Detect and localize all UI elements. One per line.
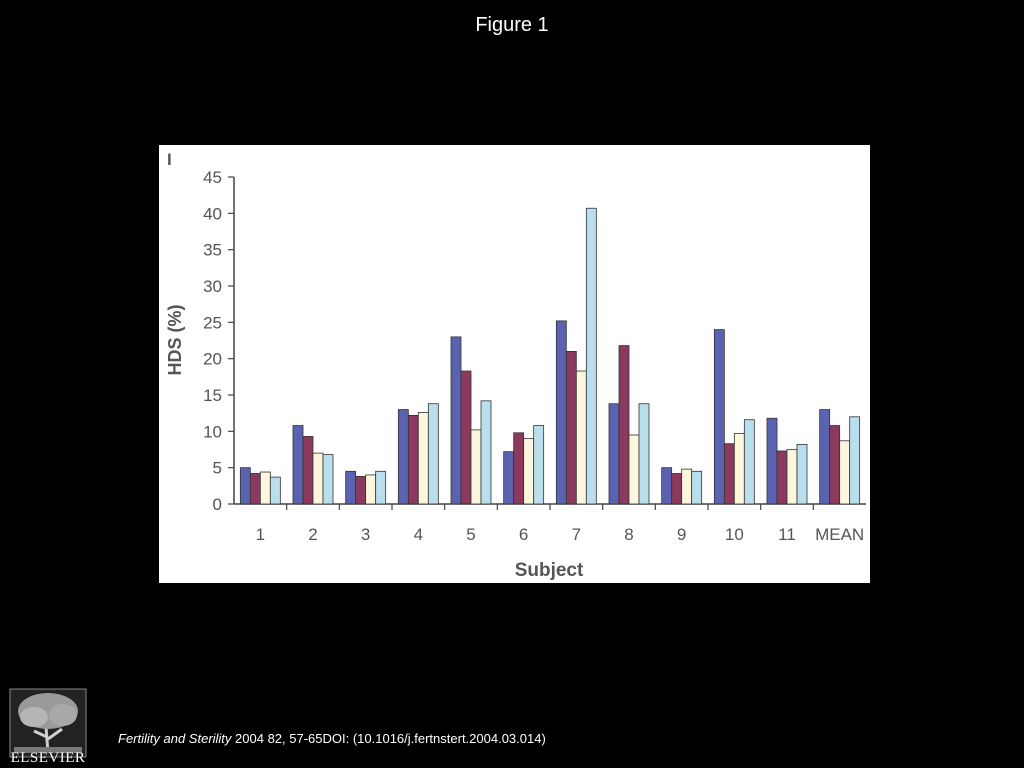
y-tick-label: 30 — [203, 277, 222, 296]
bar — [427, 403, 439, 505]
bar — [322, 454, 334, 505]
bar — [628, 434, 640, 505]
citation-details: 2004 82, 57-65DOI: (10.1016/j.fertnstert… — [231, 731, 546, 746]
bar — [417, 412, 429, 505]
y-tick-label: 40 — [203, 204, 222, 223]
bar — [638, 403, 650, 505]
bar — [523, 438, 535, 505]
chart-axes — [228, 176, 866, 510]
x-tick-label: MEAN — [815, 525, 864, 544]
elsevier-tree-logo — [9, 688, 87, 758]
bar — [397, 409, 409, 505]
bar — [269, 476, 281, 505]
bar — [829, 425, 841, 505]
y-tick-label: 10 — [203, 422, 222, 441]
bar — [661, 467, 673, 505]
bar — [618, 345, 630, 505]
x-tick-label: 8 — [624, 525, 633, 544]
x-tick-label: 4 — [414, 525, 423, 544]
bar — [849, 416, 861, 505]
bar — [513, 432, 525, 505]
bar — [681, 468, 693, 505]
bar — [565, 350, 577, 505]
bar — [766, 417, 778, 505]
bar — [503, 451, 515, 505]
x-tick-label: 1 — [256, 525, 265, 544]
y-tick-label: 5 — [213, 459, 222, 478]
bar — [839, 440, 851, 505]
x-tick-label: 5 — [466, 525, 475, 544]
bar — [292, 425, 304, 505]
bar — [470, 429, 482, 505]
bar — [533, 425, 545, 505]
bar — [819, 409, 831, 505]
bar — [796, 444, 808, 505]
bar — [259, 471, 271, 505]
bar — [480, 400, 492, 505]
citation: Fertility and Sterility 2004 82, 57-65DO… — [118, 731, 546, 746]
y-tick-label: 20 — [203, 350, 222, 369]
y-tick-label: 25 — [203, 313, 222, 332]
slide-title: Figure 1 — [475, 14, 549, 36]
panel-label: I — [167, 150, 172, 169]
bar — [302, 436, 314, 505]
y-axis-tick-labels: 0 5 10 15 20 25 30 35 40 45 — [203, 168, 222, 514]
bar — [345, 470, 357, 505]
bar — [365, 474, 377, 505]
x-tick-label: 10 — [725, 525, 744, 544]
bar — [743, 419, 755, 505]
bar — [585, 207, 597, 505]
x-tick-label: 2 — [308, 525, 317, 544]
chart-panel: I 0 5 10 15 20 25 30 35 40 45 1 2 3 4 5 6 7 8 9 10 11 MEAN H… — [159, 145, 870, 583]
x-tick-label: 9 — [677, 525, 686, 544]
x-tick-label: 11 — [778, 525, 796, 544]
bar — [450, 336, 462, 505]
chart-bars — [239, 207, 861, 505]
bar — [555, 320, 567, 505]
x-tick-label: 6 — [519, 525, 528, 544]
citation-journal: Fertility and Sterility — [118, 731, 232, 746]
bar — [375, 470, 387, 505]
bar — [691, 470, 703, 505]
bar — [355, 475, 367, 505]
x-tick-label: 3 — [361, 525, 370, 544]
y-axis-label: HDS (%) — [165, 304, 185, 375]
y-tick-label: 0 — [213, 495, 222, 514]
bar — [239, 467, 251, 505]
bar — [723, 443, 735, 505]
x-axis-label: Subject — [515, 560, 584, 581]
bar — [407, 414, 419, 505]
bar — [460, 370, 472, 505]
bar — [249, 473, 261, 505]
y-tick-label: 15 — [203, 386, 222, 405]
elsevier-wordmark: ELSEVIER — [10, 750, 86, 766]
bar — [312, 452, 324, 505]
x-tick-label: 7 — [572, 525, 581, 544]
bar — [786, 449, 798, 505]
bar — [713, 329, 725, 505]
x-axis-tick-labels: 1 2 3 4 5 6 7 8 9 10 11 MEAN — [256, 525, 865, 544]
bar — [608, 403, 620, 505]
bar — [575, 370, 587, 505]
y-tick-label: 35 — [203, 241, 222, 260]
bar — [733, 433, 745, 505]
bar — [671, 473, 683, 505]
y-tick-label: 45 — [203, 168, 222, 187]
bar — [776, 450, 788, 505]
